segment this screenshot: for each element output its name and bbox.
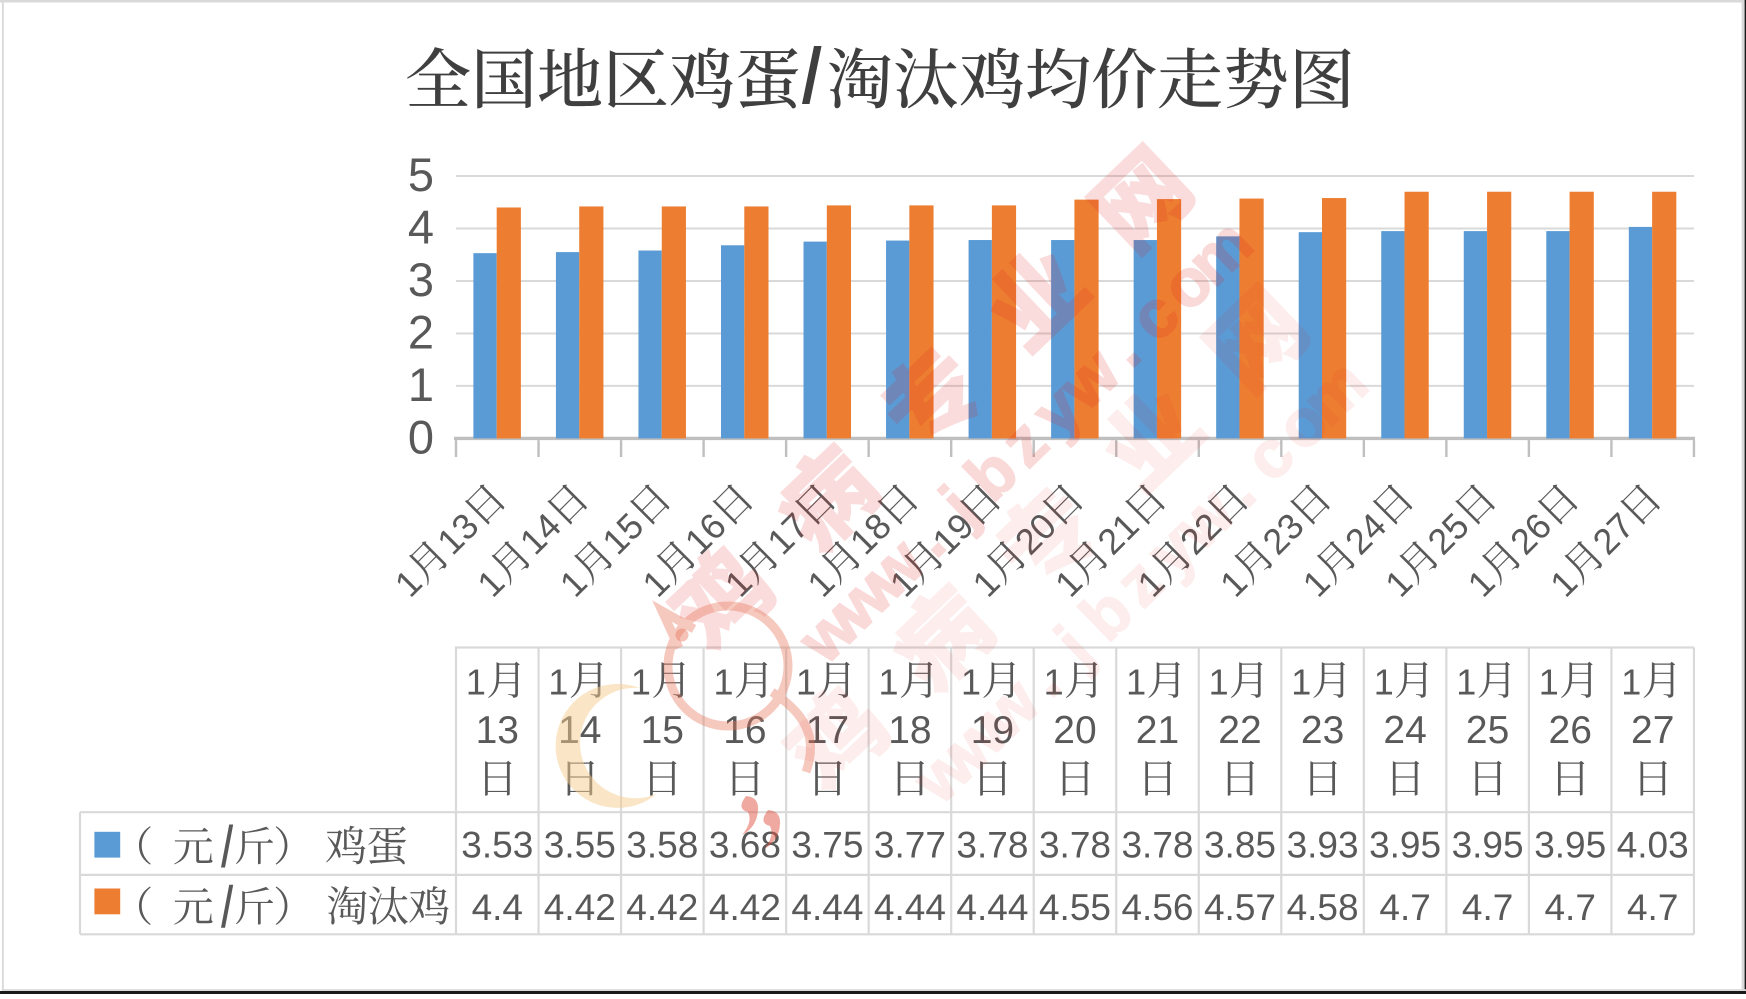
svg-text:4.44: 4.44	[956, 887, 1028, 928]
svg-text:3.53: 3.53	[461, 825, 533, 866]
svg-text:23: 23	[1301, 709, 1344, 752]
svg-text:1: 1	[714, 661, 734, 702]
svg-text:1: 1	[1044, 661, 1064, 702]
svg-text:4.7: 4.7	[1627, 887, 1678, 928]
svg-text:1: 1	[631, 661, 651, 702]
svg-text:16: 16	[723, 709, 766, 752]
svg-text:3.93: 3.93	[1287, 825, 1359, 866]
svg-text:4.56: 4.56	[1121, 887, 1193, 928]
svg-text:21: 21	[1136, 709, 1179, 752]
svg-text:3: 3	[408, 253, 434, 306]
svg-text:1: 1	[1374, 661, 1394, 702]
svg-text:3.78: 3.78	[956, 825, 1028, 866]
svg-text:1: 1	[466, 661, 486, 702]
svg-text:25: 25	[1466, 709, 1509, 752]
svg-text:1: 1	[1621, 661, 1641, 702]
svg-text:4.7: 4.7	[1544, 887, 1595, 928]
svg-text:26: 26	[1549, 709, 1592, 752]
svg-text:4.57: 4.57	[1204, 887, 1276, 928]
svg-text:27: 27	[1631, 709, 1674, 752]
svg-text:3.85: 3.85	[1204, 825, 1276, 866]
svg-text:24: 24	[1383, 709, 1426, 752]
svg-text:1: 1	[1539, 661, 1559, 702]
svg-text:4.42: 4.42	[626, 887, 698, 928]
svg-text:4.42: 4.42	[544, 887, 616, 928]
svg-text:1: 1	[408, 358, 434, 411]
svg-text:4.55: 4.55	[1039, 887, 1111, 928]
svg-text:1: 1	[879, 661, 899, 702]
svg-text:22: 22	[1218, 709, 1261, 752]
svg-text:4.7: 4.7	[1462, 887, 1513, 928]
svg-text:4.42: 4.42	[709, 887, 781, 928]
svg-text:4.58: 4.58	[1287, 887, 1359, 928]
svg-text:1: 1	[1126, 661, 1146, 702]
svg-text:1: 1	[796, 661, 816, 702]
svg-text:3.68: 3.68	[709, 825, 781, 866]
svg-text:4.4: 4.4	[472, 887, 523, 928]
svg-text:3.77: 3.77	[874, 825, 946, 866]
svg-text:1: 1	[1209, 661, 1229, 702]
svg-text:2: 2	[408, 305, 434, 358]
svg-text:0: 0	[408, 410, 434, 463]
svg-text:3.95: 3.95	[1452, 825, 1524, 866]
svg-text:3.78: 3.78	[1039, 825, 1111, 866]
svg-text:1: 1	[548, 661, 568, 702]
svg-text:1: 1	[1456, 661, 1476, 702]
svg-text:3.58: 3.58	[626, 825, 698, 866]
svg-text:5: 5	[408, 148, 434, 201]
svg-text:15: 15	[641, 709, 684, 752]
svg-text:19: 19	[971, 709, 1014, 752]
svg-text:4.44: 4.44	[874, 887, 946, 928]
svg-text:3.78: 3.78	[1121, 825, 1193, 866]
svg-text:20: 20	[1053, 709, 1096, 752]
svg-text:13: 13	[476, 709, 519, 752]
svg-text:3.75: 3.75	[791, 825, 863, 866]
svg-text:4.44: 4.44	[791, 887, 863, 928]
svg-text:3.95: 3.95	[1534, 825, 1606, 866]
svg-text:4.7: 4.7	[1379, 887, 1430, 928]
svg-text:1: 1	[1291, 661, 1311, 702]
svg-text:4: 4	[408, 201, 434, 254]
svg-text:3.95: 3.95	[1369, 825, 1441, 866]
svg-text:18: 18	[888, 709, 931, 752]
svg-text:3.55: 3.55	[544, 825, 616, 866]
svg-text:4.03: 4.03	[1617, 825, 1689, 866]
